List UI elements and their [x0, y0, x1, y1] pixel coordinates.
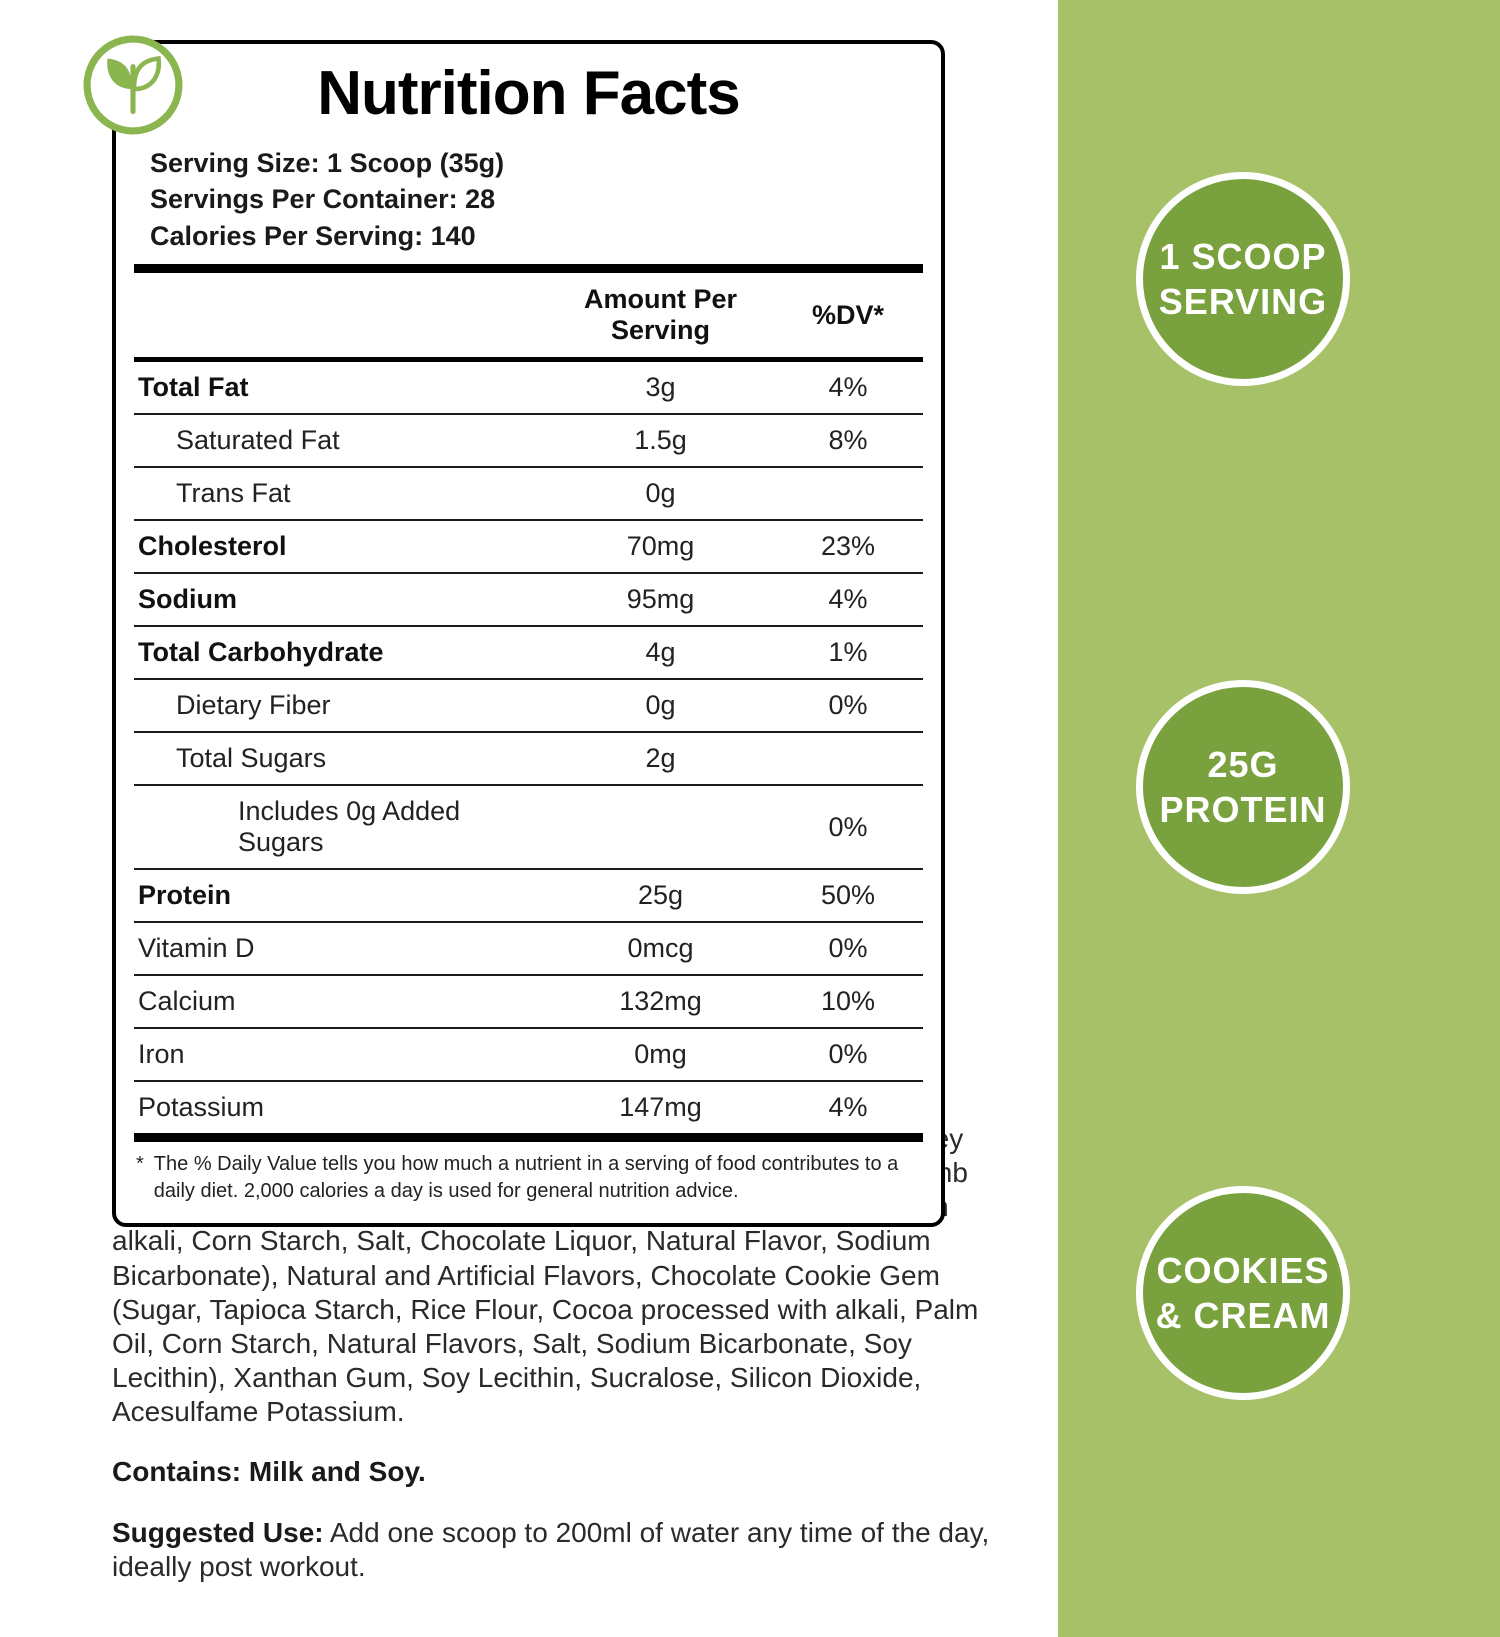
leaf-logo-icon: [82, 34, 184, 136]
table-row-dietary-fiber: Dietary Fiber 0g 0%: [134, 678, 923, 731]
badge-1-scoop-serving: 1 SCOOP SERVING: [1136, 172, 1350, 386]
badge-cookies-cream: COOKIES & CREAM: [1136, 1186, 1350, 1400]
badge-line: 1 SCOOP: [1159, 236, 1327, 277]
nutrient-amount: 95mg: [626, 584, 695, 615]
nutrient-name: Dietary Fiber: [176, 690, 331, 721]
divider-thick-top: [134, 264, 923, 274]
nutrient-name: Protein: [138, 880, 232, 911]
nutrient-name: Saturated Fat: [176, 425, 340, 456]
nutrient-amount: 25g: [637, 880, 684, 911]
nutrient-amount: 3g: [645, 372, 676, 403]
table-row-sodium: Sodium 95mg 4%: [134, 572, 923, 625]
daily-value-footnote: * The % Daily Value tells you how much a…: [134, 1142, 923, 1211]
nutrient-name: Includes 0g Added Sugars: [238, 796, 461, 858]
nutrient-dv: 0%: [828, 1039, 868, 1070]
nutrient-dv: 50%: [820, 880, 876, 911]
footnote-text: The % Daily Value tells you how much a n…: [153, 1153, 899, 1203]
nutrient-name: Total Sugars: [176, 743, 327, 774]
contains-statement: Contains: Milk and Soy.: [112, 1456, 426, 1488]
nutrition-facts-title: Nutrition Facts: [317, 59, 740, 128]
nutrient-amount: 4g: [645, 637, 676, 668]
nutrient-amount: 147mg: [619, 1092, 702, 1123]
table-row-total-sugars: Total Sugars 2g: [134, 731, 923, 784]
nutrient-dv: 10%: [820, 986, 876, 1017]
nutrient-name: Sodium: [138, 584, 237, 615]
nutrition-table: Amount Per Serving %DV* Total Fat 3g 4% …: [134, 273, 923, 1133]
nutrient-name: Iron: [138, 1039, 185, 1070]
table-row-protein: Protein 25g 50%: [134, 868, 923, 921]
table-row-trans-fat: Trans Fat 0g: [134, 466, 923, 519]
badge-25g-protein: 25G PROTEIN: [1136, 680, 1350, 894]
servings-per-container: Servings Per Container: 28: [150, 184, 496, 215]
nutrient-dv: 4%: [828, 584, 868, 615]
serving-size: Serving Size: 1 Scoop (35g): [150, 148, 505, 178]
nutrient-dv: 0%: [828, 811, 868, 842]
nutrient-amount: 70mg: [626, 531, 695, 562]
badge-line: 25G: [1207, 744, 1279, 785]
nutrient-dv: 8%: [828, 425, 868, 456]
divider-thick-bottom: [134, 1133, 923, 1143]
badge-line: & CREAM: [1155, 1295, 1331, 1336]
nutrient-amount: 0g: [645, 478, 676, 509]
nutrition-facts-panel: Nutrition Facts Serving Size: 1 Scoop (3…: [112, 40, 945, 1228]
table-row-cholesterol: Cholesterol 70mg 23%: [134, 519, 923, 572]
nutrient-name: Total Carbohydrate: [138, 637, 384, 668]
table-row-calcium: Calcium 132mg 10%: [134, 974, 923, 1027]
nutrient-dv: 4%: [828, 372, 868, 403]
nutrient-amount: 132mg: [619, 986, 702, 1017]
table-row-saturated-fat: Saturated Fat 1.5g 8%: [134, 413, 923, 466]
suggested-use-label: Suggested Use:: [112, 1516, 324, 1548]
nutrient-name: Calcium: [138, 986, 236, 1017]
column-header-amount: Amount Per Serving: [583, 284, 737, 346]
suggested-use-text: Add one scoop to 200ml of water any time…: [112, 1516, 990, 1582]
table-row-potassium: Potassium 147mg 4%: [134, 1080, 923, 1133]
table-row-total-fat: Total Fat 3g 4%: [134, 362, 923, 413]
nutrient-name: Cholesterol: [138, 531, 287, 562]
nutrient-amount: 0mcg: [627, 933, 694, 964]
badge-line: SERVING: [1158, 281, 1328, 322]
table-row-added-sugars: Includes 0g Added Sugars 0%: [134, 784, 923, 868]
divider-medium: [134, 357, 923, 363]
table-row-total-carbohydrate: Total Carbohydrate 4g 1%: [134, 625, 923, 678]
nutrient-amount: 0g: [645, 690, 676, 721]
table-row-iron: Iron 0mg 0%: [134, 1027, 923, 1080]
badge-line: COOKIES: [1156, 1250, 1330, 1291]
badge-line: PROTEIN: [1159, 789, 1327, 830]
suggested-use: Suggested Use: Add one scoop to 200ml of…: [112, 1516, 1022, 1584]
serving-info: Serving Size: 1 Scoop (35g) Servings Per…: [150, 145, 923, 254]
calories-per-serving: Calories Per Serving: 140: [150, 220, 476, 251]
footnote-asterisk: *: [136, 1153, 144, 1176]
sidebar: 1 SCOOP SERVING 25G PROTEIN COOKIES & CR…: [1058, 0, 1500, 1637]
nutrient-dv: 4%: [828, 1092, 868, 1123]
nutrient-amount: 2g: [645, 743, 676, 774]
nutrient-name: Vitamin D: [138, 933, 255, 964]
nutrient-dv: 0%: [828, 690, 868, 721]
column-header-dv: %DV*: [811, 299, 885, 330]
nutrient-amount: 0mg: [634, 1039, 687, 1070]
nutrient-dv: 0%: [828, 933, 868, 964]
nutrient-amount: 1.5g: [634, 425, 687, 456]
nutrient-name: Trans Fat: [176, 478, 291, 509]
nutrient-dv: 23%: [820, 531, 876, 562]
nutrient-name: Total Fat: [138, 372, 249, 403]
nutrient-name: Potassium: [138, 1092, 265, 1123]
table-row-vitamin-d: Vitamin D 0mcg 0%: [134, 921, 923, 974]
table-header: Amount Per Serving %DV*: [134, 273, 923, 357]
nutrient-dv: 1%: [828, 637, 868, 668]
